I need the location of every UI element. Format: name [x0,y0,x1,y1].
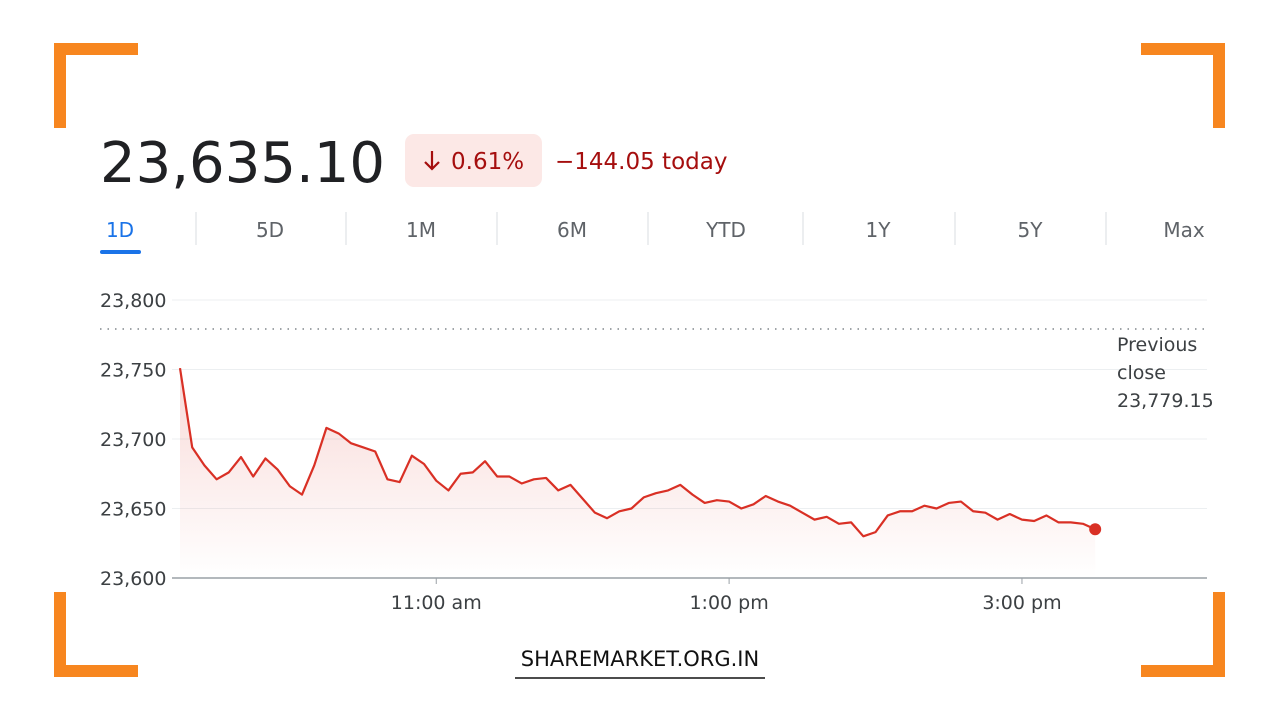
tab[interactable]: YTD [705,218,746,242]
previous-close: Previous close 23,779.15 [1117,331,1214,415]
x-tick-label: 1:00 pm [689,592,768,614]
area [180,368,1096,578]
change-pill [405,134,542,187]
last-point [1089,523,1102,536]
previous-close-value: 23,779.15 [1117,390,1214,412]
x-tick-label: 3:00 pm [982,592,1061,614]
x-tick-label: 11:00 am [391,592,482,614]
tab[interactable]: 5Y [1018,218,1044,242]
change-percent: 0.61% [451,149,524,175]
tab[interactable]: 1D [106,218,134,242]
previous-close-label: Previous close [1117,334,1198,384]
price-line [178,367,1096,538]
tab-underline [100,250,141,254]
tab[interactable]: 1Y [866,218,892,242]
tab[interactable]: 1M [406,218,436,242]
tab[interactable]: Max [1163,218,1205,242]
y-tick-label: 23,800 [100,290,166,312]
footer: SHAREMARKET.ORG.IN [521,647,759,671]
change-today: −144.05 today [555,149,727,175]
price: 23,635.10 [100,131,385,196]
y-tick-label: 23,650 [100,499,166,521]
y-tick-label: 23,750 [100,360,166,382]
down-arrow [424,151,440,171]
tab[interactable]: 6M [557,218,587,242]
y-tick-label: 23,700 [100,429,166,451]
y-tick-label: 23,600 [100,568,166,590]
corner-brackets [54,43,1225,677]
tab[interactable]: 5D [256,218,284,242]
